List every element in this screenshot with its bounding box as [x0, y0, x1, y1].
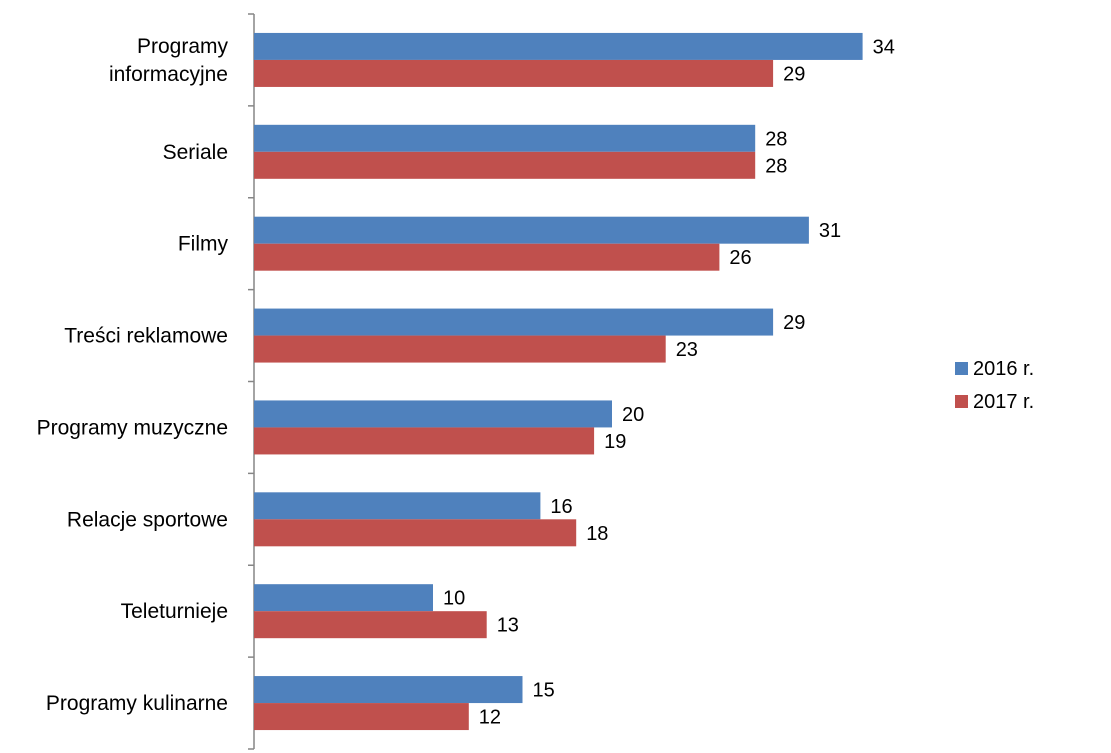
bar-series-1 — [254, 676, 523, 704]
bar-series-2 — [254, 335, 666, 363]
data-label: 29 — [783, 312, 805, 334]
legend-label: 2016 r. — [973, 358, 1034, 380]
bar-series-1 — [254, 492, 541, 520]
data-label: 13 — [497, 615, 519, 637]
data-label: 26 — [729, 247, 751, 269]
category-tick-label: Programy kulinarne — [46, 692, 228, 715]
category-tick-label: Relacje sportowe — [67, 508, 228, 531]
data-label: 31 — [819, 220, 841, 242]
labels-layer: Programy informacyjne 34 29 Seriale 28 28 Filmy… — [37, 35, 895, 729]
legend-label: 2017 r. — [973, 391, 1034, 413]
data-label: 28 — [765, 128, 787, 150]
bar-series-2 — [254, 59, 774, 87]
legend: 2016 r. 2017 r. — [955, 358, 1034, 413]
data-label: 19 — [604, 431, 626, 453]
data-label: 34 — [873, 36, 895, 58]
legend-swatch — [955, 395, 968, 408]
bar-series-1 — [254, 216, 809, 244]
bar-series-2 — [254, 703, 469, 731]
category-tick-label: Treści reklamowe — [64, 325, 228, 348]
data-label: 15 — [533, 680, 555, 702]
data-label: 10 — [443, 588, 465, 610]
data-label: 23 — [676, 339, 698, 361]
data-label: 18 — [586, 523, 608, 545]
bar-series-1 — [254, 308, 774, 336]
bar-series-2 — [254, 519, 577, 547]
category-tick-label: Programy muzyczne — [37, 416, 228, 439]
axis-layer — [248, 13, 255, 750]
bar-series-2 — [254, 611, 487, 639]
data-label: 28 — [765, 155, 787, 177]
data-label: 12 — [479, 707, 501, 729]
bar-series-2 — [254, 427, 595, 455]
bar-series-1 — [254, 584, 433, 612]
bars-layer — [254, 32, 863, 731]
bar-series-2 — [254, 151, 756, 179]
category-tick-label: Filmy — [178, 233, 229, 256]
category-tick-label: Teleturnieje — [121, 600, 228, 623]
data-label: 20 — [622, 404, 644, 426]
bar-series-1 — [254, 400, 612, 428]
data-label: 16 — [550, 496, 572, 518]
legend-swatch — [955, 362, 968, 375]
bar-series-2 — [254, 243, 720, 271]
category-tick-label: Programy informacyjne — [109, 35, 229, 86]
bar-series-1 — [254, 32, 863, 60]
data-label: 29 — [783, 63, 805, 85]
category-tick-label: Seriale — [163, 141, 228, 164]
bar-series-1 — [254, 124, 756, 152]
